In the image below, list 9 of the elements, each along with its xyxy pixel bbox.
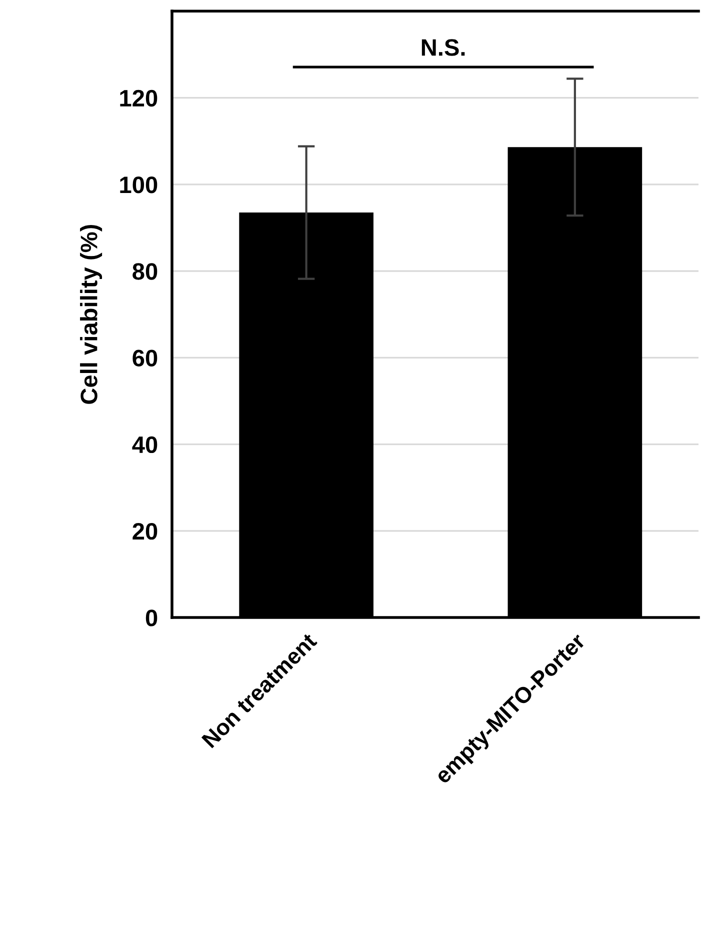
y-tick-label: 20 — [132, 522, 158, 540]
y-tick-label: 120 — [120, 90, 158, 107]
y-tick-label: 100 — [120, 176, 158, 194]
y-tick-label: 60 — [132, 350, 158, 366]
y-tick-label: 80 — [132, 263, 158, 280]
y-tick-label: 40 — [132, 436, 158, 454]
y-tick-label: 0 — [146, 610, 158, 626]
y-axis-title: Cell viability (%) — [80, 224, 102, 404]
annotation: N.S. — [422, 39, 465, 56]
